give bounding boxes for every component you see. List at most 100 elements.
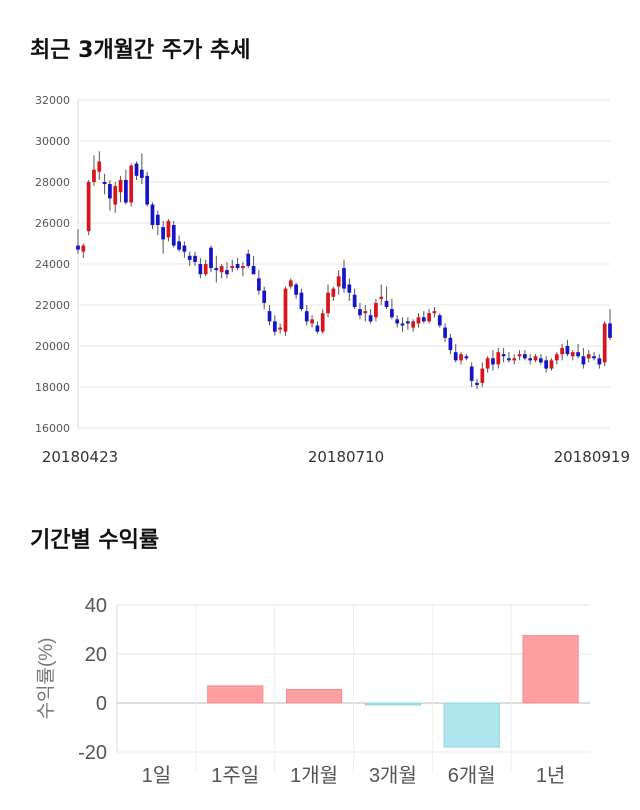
candle-body [501,354,506,357]
candle-body [581,356,586,365]
candle-body [86,182,91,232]
candle-body [262,290,267,303]
candle-body [363,311,368,314]
candle-body [310,319,314,324]
price-x-tick-label: 20180423 [42,448,118,466]
candle-body [299,292,304,310]
candle-body [602,323,607,363]
return-bar [285,689,343,704]
candle-body [283,288,288,332]
return-bar [364,702,422,706]
return-y-tick-label: 20 [85,644,107,666]
candle-body [358,309,362,316]
candle-body [576,352,580,357]
candle-body [608,323,612,338]
candle-body [528,358,533,361]
candle-body [411,321,416,328]
return-chart-bars [207,635,579,748]
candle-body [113,186,118,205]
price-y-tick-label: 32000 [35,94,70,107]
candle-body [203,264,208,275]
price-y-tick-label: 26000 [35,217,70,230]
candle-body [464,356,469,359]
candle-body [257,278,261,291]
return-x-tick-label: 1년 [536,764,566,787]
price-x-tick-label: 20180710 [308,448,384,466]
price-y-tick-label: 28000 [35,176,70,189]
candle-body [81,245,86,252]
candle-body [405,321,410,324]
return-chart-grid [116,604,590,772]
candle-body [342,268,346,289]
candle-body [374,302,378,318]
candle-body [214,268,219,271]
candle-body [453,352,458,361]
return-x-tick-label: 3개월 [369,764,417,787]
candle-body [496,352,501,365]
candle-body [523,354,527,359]
return-bar [443,702,500,748]
candle-body [241,266,245,269]
candle-body [480,368,485,383]
return-x-tick-label: 1개월 [290,764,338,787]
candle-body [549,360,554,369]
candle-body [544,360,549,369]
candle-body [570,352,575,357]
return-bar [522,635,579,704]
candle-body [475,382,479,385]
candle-body [155,214,160,226]
candle-body [459,354,463,361]
candle-body [92,169,96,182]
candle-body [304,311,309,322]
candle-body [288,280,293,287]
candle-body [118,179,123,193]
candle-body [347,284,352,293]
candle-body [331,288,336,297]
price-y-tick-label: 20000 [35,340,70,353]
candle-body [390,309,394,318]
return-bar [207,685,264,704]
candle-body [225,270,229,275]
candle-body [512,358,517,361]
return-chart-axes: 40 20 0 -20 1일 1주일 1개월 3개월 6개월 1년 수익률(%) [35,595,565,787]
return-x-tick-label: 1주일 [211,764,259,787]
candle-body [384,300,389,308]
candle-body [491,358,495,365]
candle-body [507,358,511,361]
price-x-tick-label: 20180919 [554,448,630,466]
price-y-tick-label: 18000 [35,381,70,394]
candle-body [246,253,251,267]
candle-body [315,325,320,332]
candle-body [272,321,277,332]
candle-body [150,204,155,226]
candle-body [145,175,150,205]
candle-body [485,358,490,369]
candle-body [368,315,373,322]
candle-body [76,245,80,250]
candle-body [586,354,591,359]
candle-body [395,319,400,324]
candle-body [182,245,187,252]
candle-body [139,169,144,178]
candle-body [427,313,431,322]
candle-body [166,220,171,238]
candle-body [177,241,181,250]
candle-body [469,366,474,381]
candle-body [538,358,543,363]
candle-body [187,255,192,260]
candle-body [230,266,235,269]
candle-body [517,354,522,357]
candle-body [294,284,298,295]
candle-body [193,255,197,262]
return-y-tick-label: 0 [96,693,107,715]
candle-body [129,165,134,203]
price-chart-x-axis: 20180423 20180710 20180919 [42,448,630,466]
candle-body [421,317,426,322]
candle-body [443,327,447,338]
candle-body [597,358,602,365]
period-return-title: 기간별 수익률 [30,528,160,553]
candle-body [352,294,357,308]
return-x-tick-label: 6개월 [448,764,496,787]
candle-body [565,346,570,355]
candle-body [560,348,564,355]
